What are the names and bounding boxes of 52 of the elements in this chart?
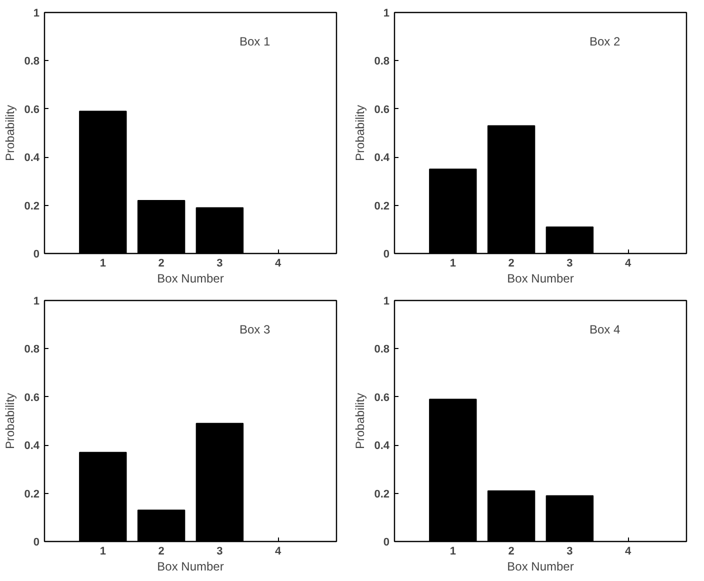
y-tick-label: 1 — [383, 296, 390, 308]
y-tick-label: 0.6 — [374, 104, 390, 116]
y-axis-title: Probability — [353, 392, 368, 450]
x-axis-title: Box Number — [507, 272, 574, 286]
y-axis-title: Probability — [3, 104, 18, 162]
y-tick-label: 0 — [383, 536, 390, 548]
x-axis-title: Box Number — [157, 272, 224, 286]
y-axis-title: Probability — [3, 392, 18, 450]
y-tick-label: 0.4 — [24, 440, 40, 452]
y-tick-label: 0.8 — [24, 56, 40, 68]
y-tick-label: 0.2 — [24, 200, 40, 212]
x-tick-label: 2 — [158, 258, 164, 270]
x-tick-label: 3 — [216, 258, 223, 270]
x-tick-label: 2 — [508, 546, 514, 558]
y-tick-label: 0.6 — [374, 392, 390, 404]
y-axis-title: Probability — [353, 104, 368, 162]
x-tick-label: 4 — [275, 546, 282, 558]
annotation: Box 1 — [240, 34, 271, 48]
y-tick-label: 0.6 — [24, 392, 40, 404]
x-tick-label: 2 — [508, 258, 514, 270]
x-tick-label: 1 — [100, 258, 106, 270]
annotation: Box 2 — [590, 34, 621, 48]
y-tick-label: 0.2 — [374, 488, 390, 500]
y-tick-label: 0 — [383, 248, 390, 260]
y-tick-label: 0.4 — [374, 440, 390, 452]
x-tick-label: 4 — [275, 258, 282, 270]
y-tick-label: 0.4 — [24, 152, 40, 164]
y-tick-label: 0.8 — [24, 344, 40, 356]
y-tick-label: 0.8 — [374, 56, 390, 68]
x-tick-label: 4 — [625, 546, 632, 558]
x-tick-label: 2 — [158, 546, 164, 558]
y-tick-label: 0.2 — [374, 200, 390, 212]
x-tick-label: 1 — [100, 546, 106, 558]
y-tick-label: 0.8 — [374, 344, 390, 356]
x-axis-title: Box Number — [157, 560, 224, 574]
y-tick-label: 0 — [33, 536, 40, 548]
x-tick-label: 1 — [450, 546, 456, 558]
y-tick-label: 1 — [33, 8, 40, 20]
x-tick-label: 3 — [566, 546, 573, 558]
y-tick-label: 1 — [33, 296, 40, 308]
x-axis-title: Box Number — [507, 560, 574, 574]
y-tick-label: 1 — [383, 8, 390, 20]
y-tick-label: 0.6 — [24, 104, 40, 116]
annotation: Box 3 — [240, 322, 271, 336]
x-tick-label: 4 — [625, 258, 632, 270]
x-tick-label: 3 — [566, 258, 573, 270]
y-tick-label: 0.2 — [24, 488, 40, 500]
x-tick-label: 1 — [450, 258, 456, 270]
y-tick-label: 0 — [33, 248, 40, 260]
x-tick-label: 3 — [216, 546, 223, 558]
annotation: Box 4 — [590, 322, 621, 336]
y-tick-label: 0.4 — [374, 152, 390, 164]
